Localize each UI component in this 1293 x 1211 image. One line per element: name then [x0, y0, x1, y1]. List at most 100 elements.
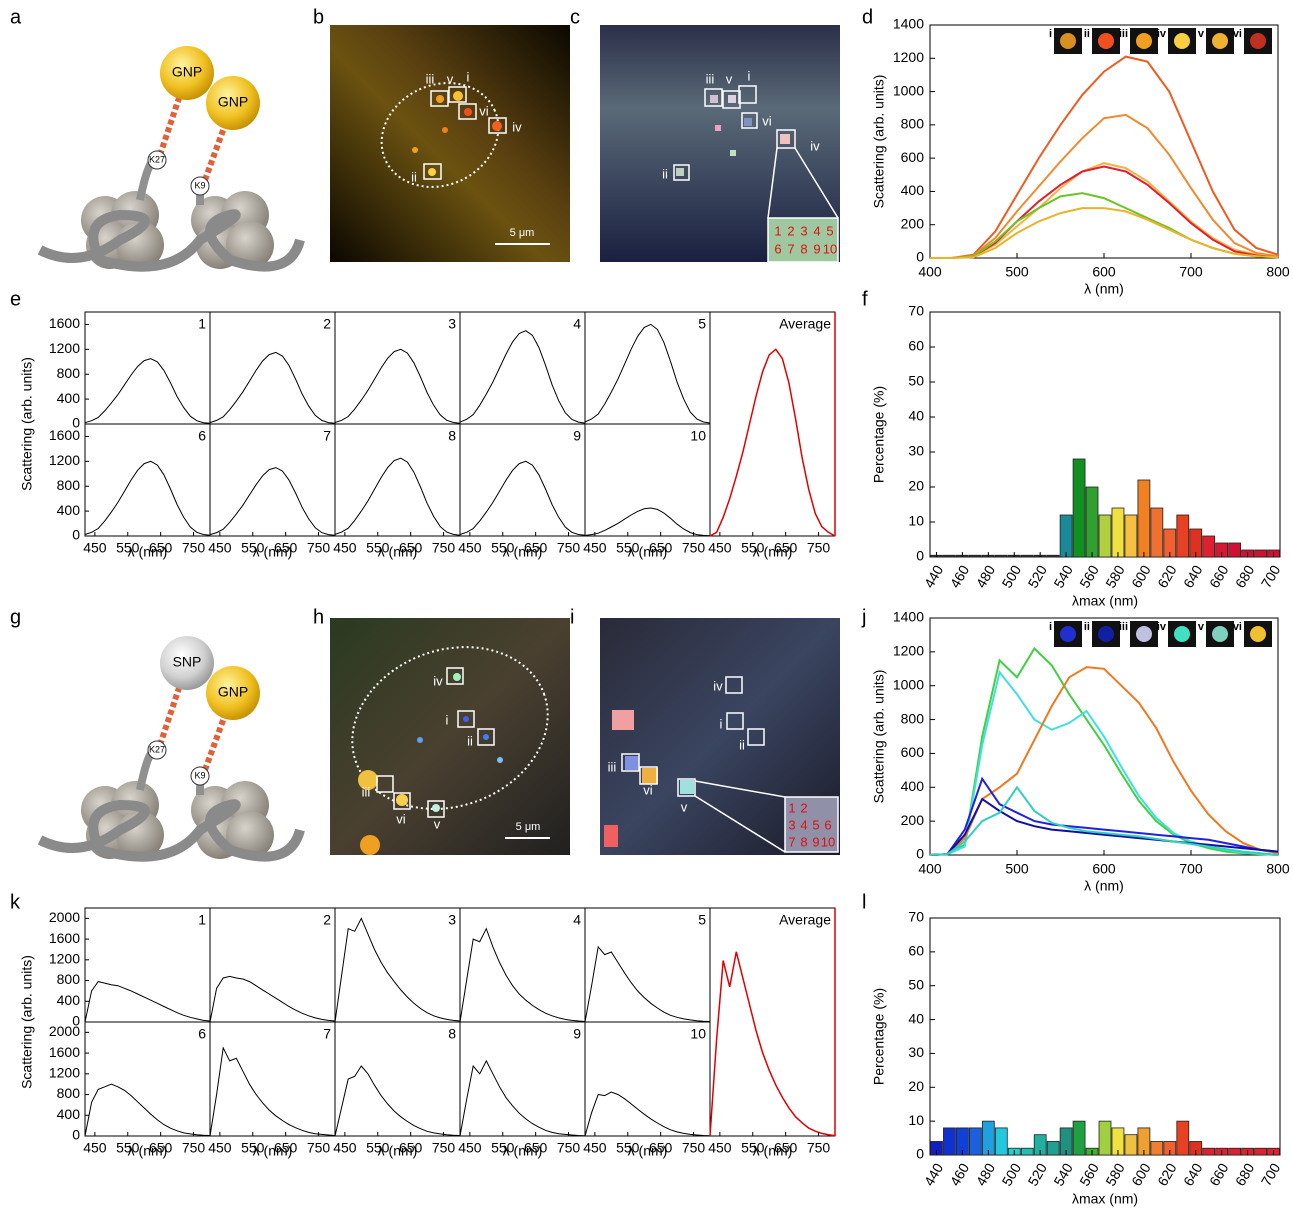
x-axis-label: λ (nm) [128, 544, 168, 560]
x-tick-label: 540 [1050, 1160, 1076, 1188]
spot-label: vi [479, 103, 489, 118]
y-tick-label: 1200 [49, 951, 80, 967]
plot-frame [460, 424, 585, 536]
plot-frame [460, 1022, 585, 1136]
y-tick-label: 1000 [893, 676, 924, 692]
y-tick-label: 200 [901, 812, 925, 828]
y-tick-label: 400 [57, 390, 81, 406]
panel-number: 8 [448, 428, 456, 444]
x-tick-label: 400 [918, 861, 942, 877]
inset-spot [1098, 626, 1114, 642]
inset-spot [1060, 33, 1076, 49]
panel-label: f [862, 288, 868, 310]
y-tick-label: 1200 [893, 49, 924, 65]
y-tick-label: 1000 [893, 82, 924, 98]
zoom-number: 7 [787, 241, 794, 256]
y-tick-label: 2000 [49, 1023, 80, 1039]
y-tick-label: 40 [908, 1010, 924, 1026]
site-label: K27 [149, 744, 165, 754]
plot-frame [930, 25, 1278, 258]
panel-number: 3 [448, 912, 456, 928]
x-tick-label: 450 [83, 540, 107, 556]
inset-label: vi [1233, 28, 1242, 40]
plot-frame [85, 424, 210, 536]
bar [1151, 1141, 1163, 1155]
y-tick-label: 1600 [49, 930, 80, 946]
plot-frame [585, 312, 710, 424]
y-axis-label: Scattering (arb. units) [19, 357, 35, 491]
x-axis-label: λ (nm) [1084, 281, 1124, 297]
bar [1060, 515, 1072, 557]
spot-label: ii [467, 733, 473, 748]
spectrum [210, 352, 335, 423]
x-axis-label: λmax (nm) [1072, 1191, 1138, 1207]
y-tick-label: 800 [57, 971, 81, 987]
spectrum [585, 324, 710, 423]
panel-label: c [570, 6, 580, 28]
spectrum [210, 1048, 335, 1136]
spot-label: v [726, 71, 733, 86]
panel-number: 3 [448, 316, 456, 332]
y-tick-label: 50 [908, 976, 924, 992]
spot-label: iii [608, 759, 617, 774]
x-tick-label: 600 [1092, 861, 1116, 877]
zoom-number: 1 [774, 223, 781, 238]
plot-frame [210, 424, 335, 536]
x-tick-label: 700 [1179, 264, 1203, 280]
spectrum [930, 799, 1278, 855]
y-tick-label: 1200 [893, 643, 924, 659]
inset-spot [1174, 33, 1190, 49]
plot-frame [335, 424, 460, 536]
bar [1099, 515, 1111, 557]
spot-label: v [681, 799, 688, 814]
x-tick-label: 560 [1076, 1160, 1102, 1188]
x-tick-label: 450 [333, 540, 357, 556]
y-tick-label: 60 [908, 338, 924, 354]
panel-number: 5 [698, 912, 706, 928]
x-axis-label: λmax (nm) [1072, 593, 1138, 609]
x-tick-label: 800 [1266, 861, 1290, 877]
x-axis-label: λ (nm) [128, 1143, 168, 1159]
x-tick-label: 750 [432, 1140, 456, 1156]
x-tick-label: 750 [682, 540, 706, 556]
inset-spot [1212, 33, 1228, 49]
x-axis-label: λ (nm) [628, 544, 668, 560]
spectrum [930, 163, 1278, 258]
y-tick-label: 800 [57, 365, 81, 381]
bar [1073, 459, 1085, 557]
spot-label: iv [810, 138, 820, 153]
bar [1177, 515, 1189, 557]
x-tick-label: 750 [307, 540, 331, 556]
bar [1047, 1141, 1059, 1155]
particle-label: GNP [218, 684, 248, 700]
bar [1021, 1148, 1033, 1155]
x-axis-label: λ (nm) [753, 1143, 793, 1159]
x-tick-label: 750 [807, 1140, 831, 1156]
y-axis-label: Scattering (arb. units) [871, 670, 887, 804]
zoom-number: 9 [812, 834, 819, 849]
panel-label: h [313, 606, 324, 628]
zoom-number: 2 [787, 223, 794, 238]
plot-frame [930, 918, 1280, 1155]
nucleosome [40, 781, 300, 859]
bar [969, 555, 981, 557]
x-tick-label: 600 [1128, 1160, 1154, 1188]
panel-number: 6 [198, 1026, 206, 1042]
spectrum [930, 787, 1278, 855]
x-tick-label: 400 [918, 264, 942, 280]
panel-label: j [861, 606, 866, 628]
spot-label: ii [411, 169, 417, 184]
particle-label: GNP [218, 94, 248, 110]
x-tick-label: 580 [1102, 562, 1128, 590]
x-tick-label: 450 [708, 1140, 732, 1156]
panel-number: 7 [323, 428, 331, 444]
x-tick-label: 750 [182, 1140, 206, 1156]
y-tick-label: 200 [901, 215, 925, 231]
image-c: iii v i vi iv ii 12345678910 [600, 25, 840, 262]
x-axis-label: λ (nm) [378, 544, 418, 560]
y-tick-label: 1200 [49, 452, 80, 468]
x-axis-label: λ (nm) [753, 544, 793, 560]
plot-frame [85, 312, 210, 424]
spectrum [460, 929, 585, 1022]
y-tick-label: 1600 [49, 315, 80, 331]
